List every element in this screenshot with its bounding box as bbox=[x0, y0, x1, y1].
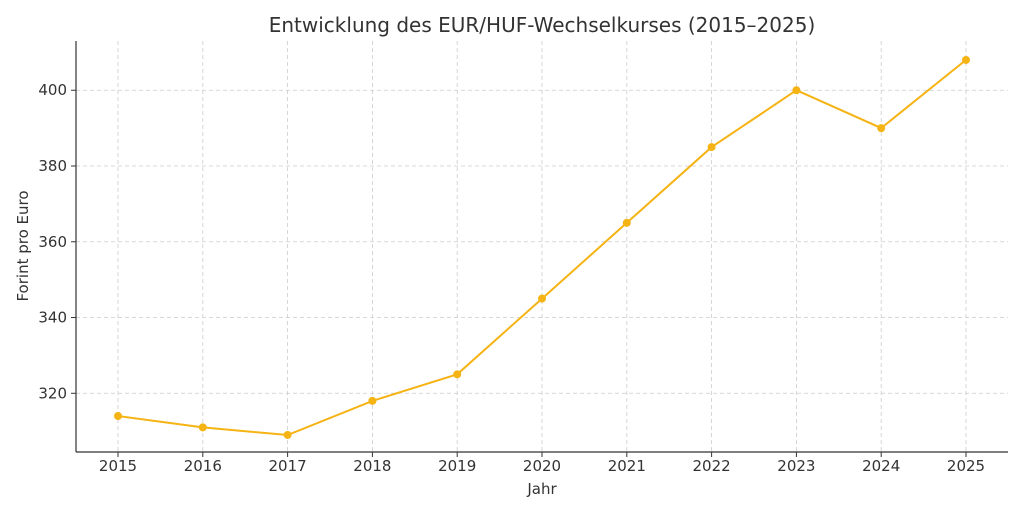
data-point bbox=[792, 86, 801, 95]
x-tick-label: 2022 bbox=[693, 457, 731, 475]
data-point bbox=[453, 370, 462, 379]
y-tick-label: 320 bbox=[38, 384, 67, 402]
x-axis-label: Jahr bbox=[526, 480, 557, 498]
y-tick-label: 360 bbox=[38, 233, 67, 251]
data-point bbox=[368, 396, 377, 405]
data-point bbox=[538, 294, 546, 303]
chart-title: Entwicklung des EUR/HUF-Wechselkurses (2… bbox=[269, 13, 816, 37]
x-tick-label: 2018 bbox=[353, 457, 391, 475]
x-tick-label: 2024 bbox=[862, 457, 900, 475]
data-point bbox=[114, 412, 122, 421]
y-tick-label: 380 bbox=[38, 157, 67, 175]
data-point bbox=[622, 218, 631, 227]
data-point bbox=[707, 143, 716, 152]
ticks: 2015 2016 2017 2018 2019 2020 2021 2022 2023 2024… bbox=[38, 81, 985, 475]
x-tick-label: 2017 bbox=[269, 457, 307, 475]
data-points bbox=[114, 55, 970, 439]
x-tick-label: 2019 bbox=[438, 457, 476, 475]
x-tick-label: 2023 bbox=[777, 457, 815, 475]
x-tick-label: 2020 bbox=[523, 457, 561, 475]
x-tick-label: 2021 bbox=[608, 457, 646, 475]
y-axis-label: Forint pro Euro bbox=[14, 190, 32, 301]
data-point bbox=[962, 55, 970, 64]
y-tick-label: 340 bbox=[38, 309, 67, 327]
x-tick-label: 2025 bbox=[947, 457, 985, 475]
data-point bbox=[283, 430, 292, 439]
data-point bbox=[877, 124, 886, 133]
y-tick-label: 400 bbox=[38, 81, 67, 99]
x-tick-label: 2016 bbox=[184, 457, 222, 475]
x-tick-label: 2015 bbox=[99, 457, 137, 475]
data-point bbox=[198, 423, 207, 432]
grid bbox=[76, 41, 1008, 452]
